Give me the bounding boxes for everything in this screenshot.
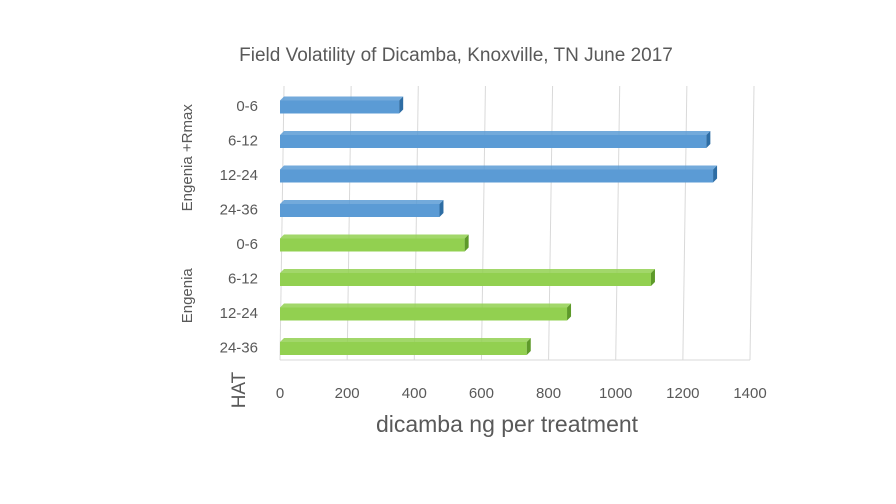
bar-end-face	[464, 234, 469, 252]
bar-front-face	[280, 204, 440, 217]
bar-front-face	[280, 169, 714, 183]
y-axis-label: HAT	[229, 371, 250, 408]
bar	[280, 200, 444, 217]
category-label: 6-12	[228, 133, 258, 150]
x-tick-label: 600	[469, 385, 494, 402]
x-tick-label: 0	[276, 385, 284, 402]
gridline	[682, 85, 688, 361]
bar-end-face	[713, 165, 718, 183]
category-label: 0-6	[236, 98, 258, 115]
x-tick-label: 800	[536, 385, 561, 402]
category-label: 24-36	[220, 202, 258, 219]
bar	[280, 234, 469, 252]
category-label: 12-24	[220, 167, 258, 184]
bar-front-face	[280, 135, 707, 148]
bar-end-face	[650, 269, 655, 286]
bar-top-face	[280, 200, 444, 204]
x-axis-label: dicamba ng per treatment	[376, 411, 639, 437]
category-label: 12-24	[220, 305, 258, 322]
bar	[280, 269, 655, 286]
x-tick-label: 1200	[666, 385, 699, 402]
bar-top-face	[280, 303, 572, 308]
category-label: 0-6	[236, 236, 258, 253]
bar-front-face	[280, 342, 527, 355]
x-tick-label: 200	[335, 385, 360, 402]
bar	[280, 303, 572, 321]
bar-front-face	[280, 307, 568, 321]
x-tick-label: 400	[402, 385, 427, 402]
bar-end-face	[399, 96, 404, 114]
bar-front-face	[280, 100, 400, 114]
group-label: Engenia	[179, 268, 196, 324]
bar	[280, 338, 531, 355]
bar-top-face	[280, 96, 404, 101]
x-tick-labels: 0 200 400 600 800 1000 1200 1400	[276, 385, 767, 402]
chart-title: Field Volatility of Dicamba, Knoxville, …	[239, 45, 673, 66]
bar-top-face	[280, 165, 718, 170]
group-labels: Engenia +Rmax Engenia	[179, 104, 196, 324]
x-tick-label: 1400	[733, 385, 766, 402]
category-label: 6-12	[228, 271, 258, 288]
group-label: Engenia +Rmax	[179, 104, 196, 212]
category-label: 24-36	[220, 340, 258, 357]
bar-top-face	[280, 269, 655, 273]
bar-front-face	[280, 273, 651, 286]
bar-end-face	[526, 338, 531, 355]
bar-end-face	[567, 303, 572, 321]
category-labels: 0-6 6-12 12-24 24-36 0-6 6-12 12-24 24-36	[220, 98, 258, 357]
bar	[280, 96, 404, 114]
bar-top-face	[280, 338, 531, 342]
gridline	[615, 85, 621, 361]
bar	[280, 131, 711, 148]
gridline	[749, 85, 755, 361]
x-tick-label: 1000	[599, 385, 632, 402]
bar-end-face	[439, 200, 444, 217]
bar-front-face	[280, 238, 465, 252]
bars	[280, 96, 718, 355]
bar-top-face	[280, 234, 469, 239]
bar-end-face	[706, 131, 711, 148]
bar	[280, 165, 718, 183]
bar-top-face	[280, 131, 711, 135]
